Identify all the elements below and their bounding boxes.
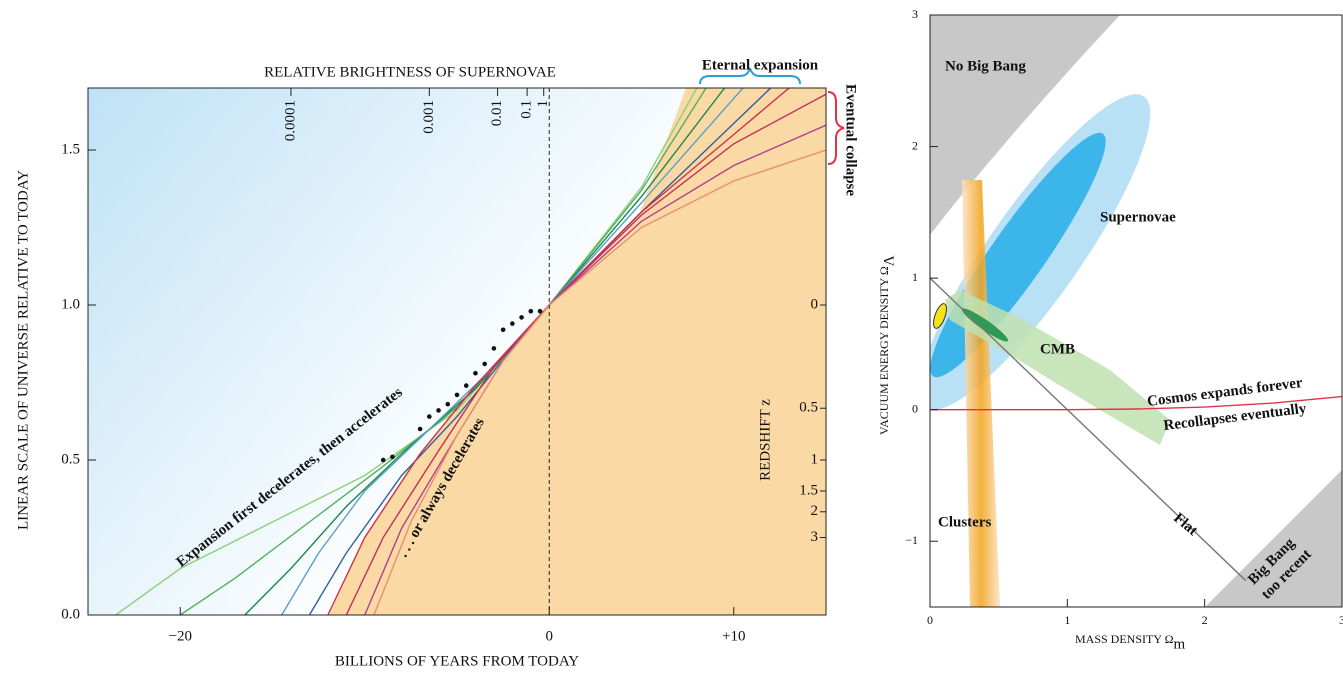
- x-tick-label: 2: [1202, 613, 1208, 627]
- annotation: No Big Bang: [945, 58, 1026, 74]
- x-tick-label: −20: [169, 628, 192, 644]
- y-tick-label: 3: [912, 7, 918, 21]
- clusters-band: [962, 180, 1000, 607]
- y2-axis-title: REDSHIFT z: [757, 399, 773, 481]
- y2-tick-label: 3: [811, 529, 819, 545]
- y-tick-label: 0.5: [61, 451, 80, 467]
- x2-tick-label: 0.0001: [282, 100, 298, 141]
- frame: [929, 14, 1343, 608]
- decelerating-region: [329, 88, 826, 615]
- y-axis-subscript: Λ: [881, 255, 897, 266]
- brace: [827, 91, 845, 165]
- x2-tick-label: 0.01: [489, 100, 505, 126]
- observation: [491, 346, 497, 351]
- x-tick-label: 0: [927, 613, 933, 627]
- y2-tick-label: 0.5: [799, 400, 818, 416]
- cmb-core: [961, 308, 1009, 342]
- annotation: Eventual collapse: [843, 84, 859, 196]
- observation: [510, 321, 515, 326]
- observation: [482, 361, 487, 367]
- x-axis-title: MASS DENSITY Ω: [1075, 632, 1174, 646]
- x-tick-label: 1: [1064, 613, 1070, 627]
- observation: [473, 370, 478, 376]
- x2-tick-label: 0.1: [519, 100, 535, 119]
- annotation: CMB: [1040, 341, 1075, 357]
- y-tick-label: 2: [912, 138, 918, 152]
- observation: [500, 327, 506, 333]
- brace: [699, 67, 801, 85]
- curve: [373, 149, 826, 615]
- x-tick-label: +10: [722, 628, 745, 644]
- observation: [436, 408, 441, 413]
- plot-area: [930, 277, 1342, 582]
- no-big-bang-region: [930, 15, 1120, 235]
- observation: [537, 308, 543, 314]
- y-tick-label: 0.0: [61, 606, 80, 622]
- regions: [930, 15, 1342, 607]
- x-axis-subscript: m: [1173, 636, 1185, 652]
- plot-area: [115, 88, 826, 615]
- annotation: Eternal expansion: [702, 57, 819, 73]
- observation: [454, 392, 460, 398]
- annotation: Flat: [1170, 510, 1200, 539]
- curve: [930, 395, 1342, 411]
- y2-tick-label: 2: [811, 503, 819, 519]
- x-axis-title: BILLIONS OF YEARS FROM TODAY: [335, 653, 579, 669]
- y-tick-label: 1.5: [61, 141, 80, 157]
- x-tick-label: 0: [546, 628, 554, 644]
- cmb-band: [945, 290, 1170, 445]
- y-tick-label: 1: [912, 270, 918, 284]
- observation: [417, 426, 423, 432]
- observation: [463, 383, 469, 388]
- curve: [281, 88, 744, 615]
- overlap: [933, 303, 947, 329]
- too-recent-region: [1205, 470, 1342, 607]
- y-tick-label: 0: [912, 401, 918, 415]
- y-tick-label: −1: [905, 533, 918, 547]
- y2-tick-label: 0: [811, 296, 819, 312]
- observation: [380, 457, 386, 463]
- y2-tick-label: 1: [811, 451, 819, 467]
- x2-tick-label: 0.001: [421, 100, 437, 134]
- observation: [427, 414, 432, 419]
- y-axis-title: VACUUM ENERGY DENSITY Ω: [877, 266, 891, 435]
- annotation: Supernovae: [1100, 209, 1176, 225]
- y-axis-title: LINEAR SCALE OF UNIVERSE RELATIVE TO TOD…: [15, 170, 31, 530]
- annotation: Clusters: [938, 514, 991, 530]
- curve: [115, 88, 698, 615]
- curve: [930, 277, 1247, 582]
- observation: [528, 308, 534, 314]
- frame: [87, 87, 827, 616]
- observation: [519, 315, 524, 320]
- observation: [445, 401, 451, 407]
- y-tick-label: 1.0: [61, 296, 80, 312]
- x2-tick-label: 1: [535, 100, 551, 108]
- curve: [345, 93, 826, 615]
- chart-title: RELATIVE BRIGHTNESS OF SUPERNOVAE: [264, 64, 556, 80]
- x-tick-label: 3: [1339, 613, 1343, 627]
- y2-tick-label: 1.5: [799, 482, 818, 498]
- observation: [390, 454, 395, 460]
